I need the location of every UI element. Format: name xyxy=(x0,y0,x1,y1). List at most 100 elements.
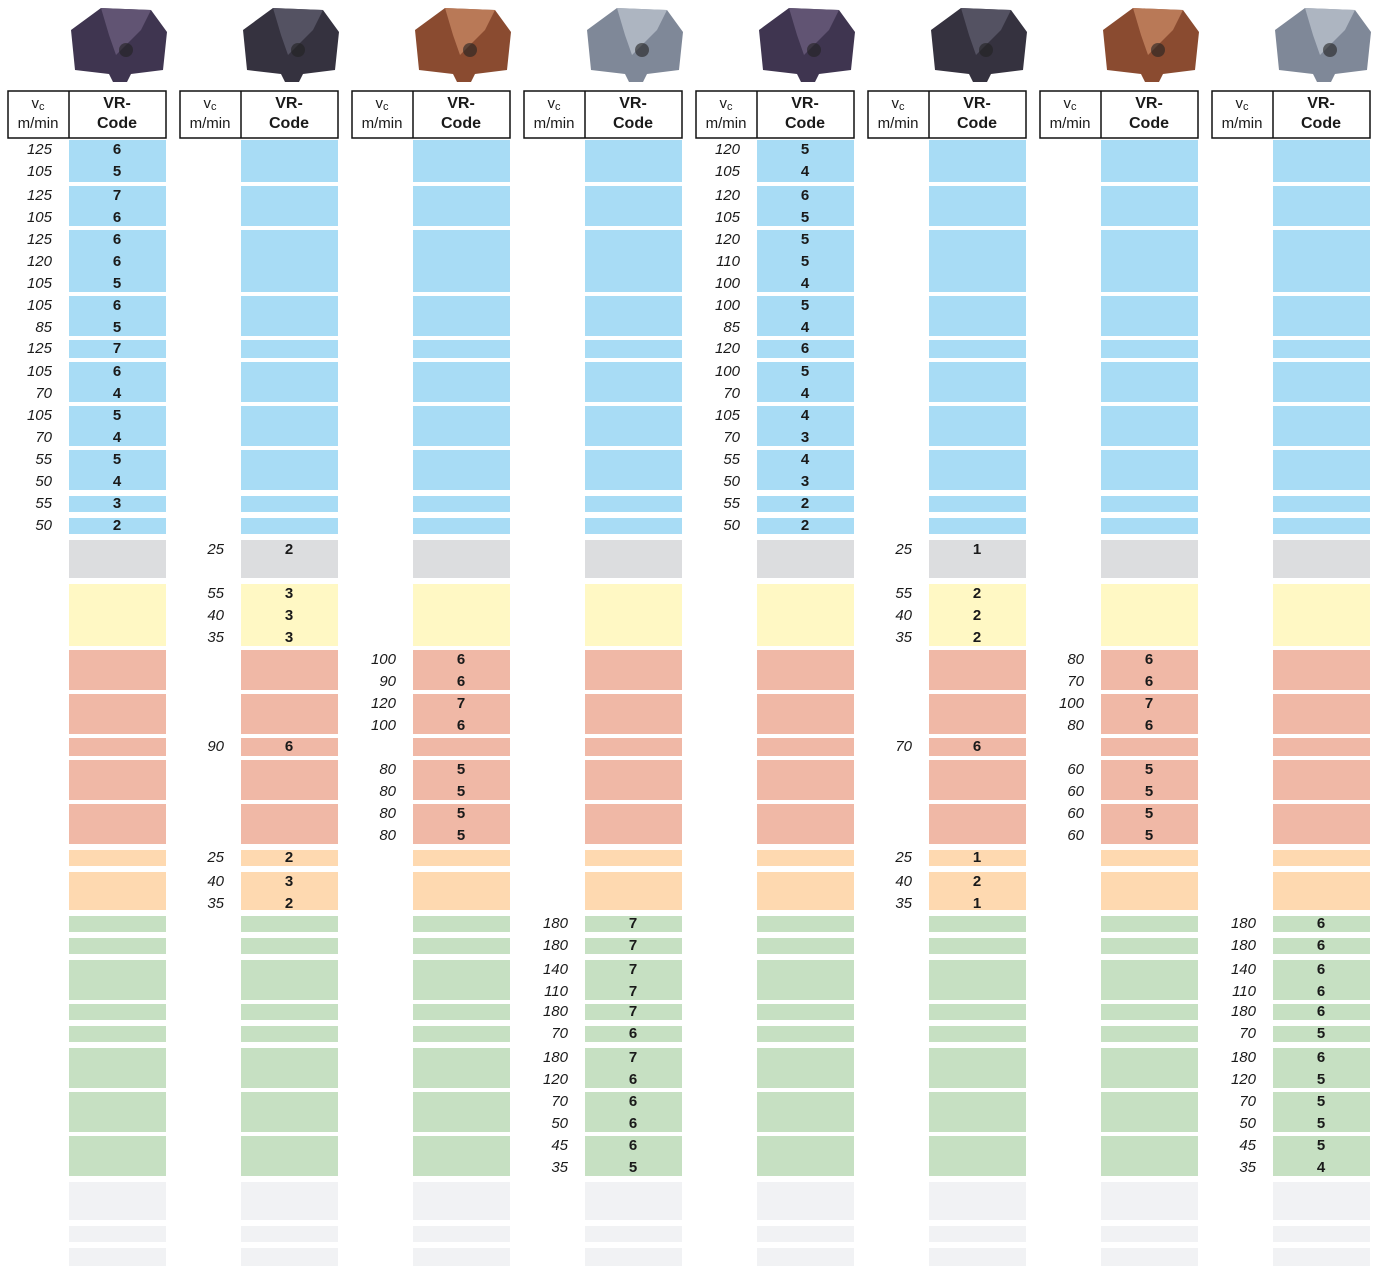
insert-hole xyxy=(979,43,993,57)
vr-code: 6 xyxy=(113,231,121,248)
vr-code: 7 xyxy=(629,937,637,954)
band xyxy=(413,650,510,690)
band xyxy=(757,1136,854,1176)
vc-value: 60 xyxy=(1067,761,1084,778)
band xyxy=(757,850,854,866)
band xyxy=(69,850,166,866)
band xyxy=(69,518,166,534)
band xyxy=(413,804,510,844)
insert-highlight xyxy=(961,8,1011,55)
band xyxy=(1273,362,1370,402)
band xyxy=(241,1026,338,1042)
band xyxy=(413,1026,510,1042)
vr-code: 5 xyxy=(629,1159,637,1176)
band xyxy=(1273,450,1370,490)
band xyxy=(757,296,854,336)
band xyxy=(1273,650,1370,690)
band xyxy=(241,650,338,690)
vc-subscript: c xyxy=(39,101,45,113)
band xyxy=(757,804,854,844)
band xyxy=(241,1092,338,1132)
vr-code: 7 xyxy=(1145,695,1153,712)
vc-value: 70 xyxy=(723,385,740,402)
vc-value: 105 xyxy=(715,407,741,424)
band xyxy=(1101,960,1198,1000)
code-label: Code xyxy=(785,115,825,132)
band xyxy=(1101,140,1198,182)
band xyxy=(929,296,1026,336)
vc-unit: m/min xyxy=(1050,115,1091,132)
band xyxy=(1101,296,1198,336)
vr-code: 1 xyxy=(973,849,981,866)
vr-code: 5 xyxy=(113,163,121,180)
band xyxy=(1273,340,1370,358)
code-label: VR- xyxy=(791,95,819,112)
band xyxy=(1273,960,1370,1000)
vr-code: 6 xyxy=(113,297,121,314)
band xyxy=(585,650,682,690)
band xyxy=(413,406,510,446)
band xyxy=(929,362,1026,402)
band xyxy=(1101,850,1198,866)
band xyxy=(1273,230,1370,292)
vc-unit: m/min xyxy=(534,115,575,132)
band xyxy=(241,1182,338,1220)
vc-value: 50 xyxy=(35,517,52,534)
vr-code: 7 xyxy=(629,1003,637,1020)
vr-code: 3 xyxy=(801,429,809,446)
vr-code: 6 xyxy=(973,738,981,755)
vr-code: 2 xyxy=(801,517,809,534)
column-group: vc m/min VR- Code 80 6 70 6 100 7 80 6 60 5 60 5 60 5 60 5 xyxy=(1039,8,1199,1266)
band xyxy=(585,1182,682,1220)
code-label: VR- xyxy=(447,95,475,112)
band xyxy=(1101,1182,1198,1220)
band xyxy=(1101,230,1198,292)
vr-code: 1 xyxy=(973,895,981,912)
vr-code: 4 xyxy=(801,385,810,402)
vc-value: 70 xyxy=(551,1093,568,1110)
vr-code: 5 xyxy=(1145,805,1153,822)
vc-value: 25 xyxy=(206,849,224,866)
insert-hole xyxy=(635,43,649,57)
vc-value: 70 xyxy=(551,1025,568,1042)
vc-label: vc xyxy=(1064,95,1078,113)
vc-value: 50 xyxy=(1239,1115,1256,1132)
insert-hole xyxy=(291,43,305,57)
band xyxy=(1273,540,1370,578)
band xyxy=(413,496,510,512)
vr-code: 6 xyxy=(1317,915,1325,932)
vc-value: 55 xyxy=(723,451,740,468)
insert-hole xyxy=(119,43,133,57)
insert-highlight xyxy=(445,8,495,55)
vc-value: 180 xyxy=(543,937,569,954)
band xyxy=(1101,804,1198,844)
band xyxy=(585,1004,682,1020)
vc-label: vc xyxy=(376,95,390,113)
band xyxy=(1273,850,1370,866)
vc-value: 50 xyxy=(35,473,52,490)
vr-code: 6 xyxy=(629,1093,637,1110)
vc-value: 50 xyxy=(723,517,740,534)
vc-value: 80 xyxy=(379,805,396,822)
code-label: Code xyxy=(613,115,653,132)
band xyxy=(1101,186,1198,226)
vc-symbol: v xyxy=(720,95,728,112)
band xyxy=(69,1226,166,1242)
column-group: vc m/min VR- Code 25 2 55 3 40 3 35 3 90 6 25 2 40 3 35 2 xyxy=(179,8,339,1266)
band xyxy=(69,406,166,446)
vr-code: 2 xyxy=(973,607,981,624)
vr-code: 2 xyxy=(285,541,293,558)
band xyxy=(69,186,166,226)
band xyxy=(1101,518,1198,534)
band xyxy=(1101,938,1198,954)
band xyxy=(413,296,510,336)
column-group: vc m/min VR- Code 100 6 90 6 120 7 100 6 80 5 80 5 80 5 80… xyxy=(351,8,511,1266)
code-label: VR- xyxy=(963,95,991,112)
vr-code: 6 xyxy=(1145,651,1153,668)
vr-code: 5 xyxy=(801,253,809,270)
band xyxy=(241,496,338,512)
band xyxy=(413,872,510,910)
band xyxy=(929,760,1026,800)
band xyxy=(241,230,338,292)
vc-subscript: c xyxy=(899,101,905,113)
